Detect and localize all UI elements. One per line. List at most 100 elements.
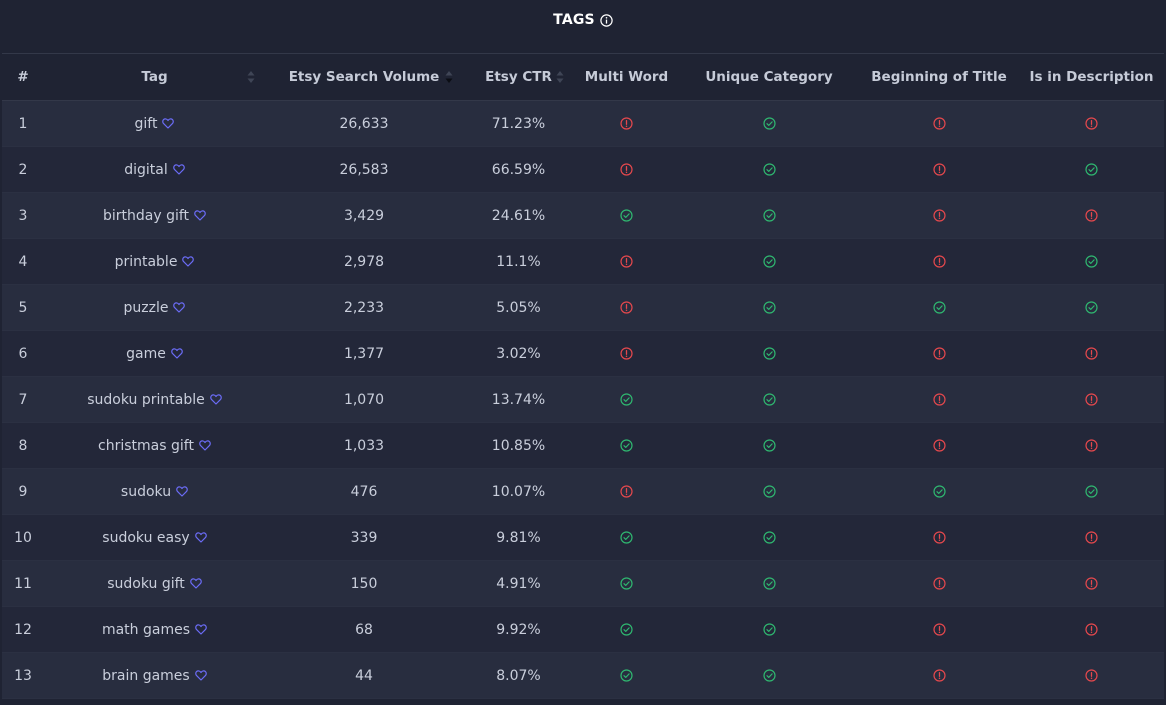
multi-word-status xyxy=(574,607,679,652)
row-number-text: 7 xyxy=(18,391,28,408)
beginning-of-title-status xyxy=(859,331,1019,376)
alert-circle-icon xyxy=(932,531,946,544)
heart-icon[interactable] xyxy=(189,578,202,589)
beginning-of-title-status xyxy=(859,377,1019,422)
tag-text: printable xyxy=(114,253,178,270)
check-circle-icon xyxy=(1085,255,1098,268)
tag-text: brain games xyxy=(102,667,190,684)
search-volume: 1,070 xyxy=(265,377,463,422)
sort-icon[interactable] xyxy=(556,70,564,84)
column-header-tag-label: Tag xyxy=(141,69,168,85)
heart-icon[interactable] xyxy=(195,624,207,635)
row-number-text: 3 xyxy=(18,207,28,224)
alert-circle-icon xyxy=(1085,347,1098,360)
sort-icon[interactable] xyxy=(247,70,255,84)
ctr-text: 10.07% xyxy=(491,483,546,500)
in-description-status xyxy=(1019,423,1164,468)
ctr: 71.23% xyxy=(463,101,574,146)
search-volume-text: 26,583 xyxy=(339,161,389,178)
heart-icon[interactable] xyxy=(171,348,183,359)
unique-category-status xyxy=(679,285,859,330)
search-volume-text: 2,233 xyxy=(343,299,385,316)
in-description-status xyxy=(1019,469,1164,514)
in-description-status xyxy=(1019,285,1164,330)
tag-cell: birthday gift xyxy=(44,193,265,238)
in-description-status xyxy=(1019,239,1164,284)
heart-icon[interactable] xyxy=(194,532,207,543)
alert-circle-icon xyxy=(620,255,633,268)
ctr: 3.02% xyxy=(463,331,574,376)
heart-icon[interactable] xyxy=(194,210,206,221)
search-volume-text: 68 xyxy=(355,621,373,638)
alert-circle-icon xyxy=(1085,439,1098,452)
beginning-of-title-status xyxy=(859,239,1019,284)
table-row: 13 brain games 44 8.07% xyxy=(2,653,1164,699)
unique-category-status xyxy=(679,607,859,652)
table-row: 6 game 1,377 3.02% xyxy=(2,331,1164,377)
alert-circle-icon xyxy=(932,209,946,222)
ctr-text: 4.91% xyxy=(496,575,541,592)
alert-circle-icon xyxy=(932,439,946,452)
search-volume: 26,633 xyxy=(265,101,463,146)
heart-icon[interactable] xyxy=(176,486,188,497)
alert-circle-icon xyxy=(932,577,946,590)
heart-icon[interactable] xyxy=(172,164,185,175)
sort-icon[interactable] xyxy=(445,70,453,84)
column-header-ctr[interactable]: Etsy CTR xyxy=(463,54,574,100)
heart-icon[interactable] xyxy=(182,256,195,267)
heart-icon[interactable] xyxy=(199,440,211,451)
check-circle-icon xyxy=(762,347,776,360)
table-row: 11 sudoku gift 150 4.91% xyxy=(2,561,1164,607)
alert-circle-icon xyxy=(620,163,633,176)
ctr-text: 5.05% xyxy=(496,299,541,316)
table-row: 9 sudoku 476 10.07% xyxy=(2,469,1164,515)
in-description-status xyxy=(1019,101,1164,146)
row-number: 3 xyxy=(2,193,44,238)
row-number: 13 xyxy=(2,653,44,698)
in-description-status xyxy=(1019,147,1164,192)
alert-circle-icon xyxy=(932,347,946,360)
check-circle-icon xyxy=(620,439,633,452)
search-volume: 339 xyxy=(265,515,463,560)
check-circle-icon xyxy=(932,301,946,314)
table-row: 8 christmas gift 1,033 10.85% xyxy=(2,423,1164,469)
unique-category-status xyxy=(679,239,859,284)
ctr: 24.61% xyxy=(463,193,574,238)
ctr: 11.1% xyxy=(463,239,574,284)
check-circle-icon xyxy=(762,209,776,222)
ctr-text: 13.74% xyxy=(491,391,546,408)
column-header-volume[interactable]: Etsy Search Volume xyxy=(265,54,463,100)
check-circle-icon xyxy=(762,623,776,636)
tag-text: sudoku easy xyxy=(102,529,190,546)
tag-text: sudoku xyxy=(120,483,172,500)
check-circle-icon xyxy=(620,209,633,222)
search-volume: 1,033 xyxy=(265,423,463,468)
unique-category-status xyxy=(679,561,859,606)
row-number: 12 xyxy=(2,607,44,652)
multi-word-status xyxy=(574,193,679,238)
row-number-text: 13 xyxy=(14,667,32,684)
search-volume-text: 1,377 xyxy=(343,345,385,362)
heart-icon[interactable] xyxy=(194,670,207,681)
heart-icon[interactable] xyxy=(209,394,222,405)
tag-cell: puzzle xyxy=(44,285,265,330)
multi-word-status xyxy=(574,423,679,468)
search-volume: 26,583 xyxy=(265,147,463,192)
heart-icon[interactable] xyxy=(173,302,186,313)
alert-circle-icon xyxy=(1085,623,1098,636)
ctr-text: 9.92% xyxy=(496,621,541,638)
row-number-text: 5 xyxy=(18,299,28,316)
row-number: 10 xyxy=(2,515,44,560)
ctr-text: 11.1% xyxy=(496,253,541,270)
heart-icon[interactable] xyxy=(162,118,175,129)
search-volume: 2,978 xyxy=(265,239,463,284)
tag-cell: sudoku printable xyxy=(44,377,265,422)
tag-cell: sudoku gift xyxy=(44,561,265,606)
column-header-tag[interactable]: Tag xyxy=(44,54,265,100)
alert-circle-icon xyxy=(1085,209,1098,222)
info-icon[interactable] xyxy=(600,13,613,27)
alert-circle-icon xyxy=(1085,531,1098,544)
beginning-of-title-status xyxy=(859,561,1019,606)
check-circle-icon xyxy=(762,531,776,544)
search-volume-text: 26,633 xyxy=(339,115,389,132)
